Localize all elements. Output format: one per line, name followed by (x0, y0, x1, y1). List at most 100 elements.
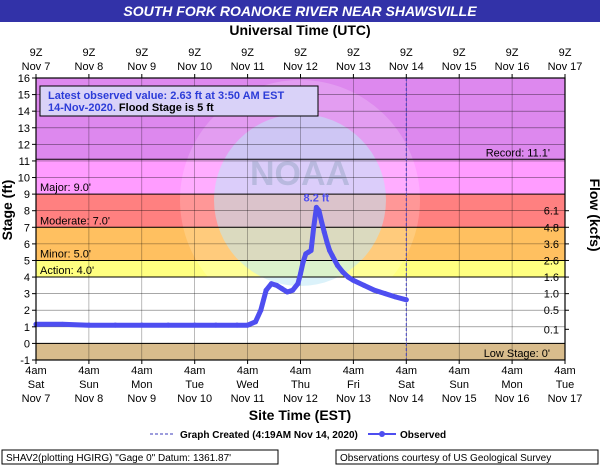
x2-tick-label: 9Z (347, 47, 360, 59)
axes: -10123456789101112131415160.10.51.01.62.… (18, 47, 583, 405)
x2-tick-label: Nov 12 (283, 61, 318, 73)
observed-point (86, 322, 92, 328)
x2-tick-label: Nov 14 (389, 61, 424, 73)
x-tick-label: Sun (79, 379, 99, 391)
y-tick-label: 2 (24, 305, 30, 317)
x-tick-label: 4am (396, 365, 417, 377)
bottom-axis-title: Site Time (EST) (249, 407, 351, 423)
observed-point (372, 287, 378, 293)
x-tick-label: 4am (25, 365, 46, 377)
x2-tick-label: 9Z (294, 47, 307, 59)
observed-point (139, 322, 145, 328)
y2-tick-label: 2.6 (544, 255, 559, 267)
y-tick-label: 14 (18, 106, 30, 118)
observed-series: 8.2 ft (33, 192, 409, 328)
y-tick-label: 11 (19, 156, 30, 168)
x-tick-label: Nov 16 (495, 393, 530, 405)
x2-tick-label: Nov 7 (22, 61, 51, 73)
observed-point (59, 321, 65, 327)
observed-point (284, 289, 290, 295)
observed-point (403, 297, 409, 303)
band-label-action: Action: 4.0' (40, 265, 94, 277)
observed-point (112, 322, 118, 328)
x2-tick-label: 9Z (241, 47, 254, 59)
y2-tick-label: 0.1 (544, 324, 559, 336)
y-tick-label: 16 (18, 73, 30, 85)
legend: Graph Created (4:19AM Nov 14, 2020) Obse… (150, 430, 446, 441)
x2-tick-label: Nov 11 (231, 61, 265, 73)
title-bar (0, 0, 600, 22)
observed-point (321, 229, 327, 235)
x-tick-label: Nov 15 (442, 393, 477, 405)
band-label-low: Low Stage: 0' (484, 348, 550, 360)
band-labels: Record: 11.1' Major: 9.0' Moderate: 7.0' Mi… (40, 147, 550, 360)
x-tick-label: Nov 14 (389, 393, 424, 405)
observed-point (324, 239, 330, 245)
y-tick-label: 0 (24, 338, 30, 350)
observed-point (308, 248, 314, 254)
observed-point (340, 269, 346, 275)
observed-point (295, 281, 301, 287)
y-tick-label: -1 (20, 355, 30, 367)
x2-tick-label: 9Z (82, 47, 95, 59)
peak-label: 8.2 ft (304, 192, 330, 204)
latest-value-box: Latest observed value: 2.63 ft at 3:50 A… (39, 85, 319, 117)
x-tick-label: Tue (556, 379, 575, 391)
x2-tick-label: 9Z (506, 47, 519, 59)
x2-tick-label: Nov 13 (336, 61, 371, 73)
observed-point (165, 322, 171, 328)
svg-text:14-Nov-2020. Flood Stage is 5: 14-Nov-2020. Flood Stage is 5 ft (48, 102, 214, 114)
y2-axis-title: Flow (kcfs) (587, 178, 600, 251)
x2-tick-label: Nov 15 (442, 61, 477, 73)
footer-right-box (335, 449, 599, 465)
x-tick-label: Wed (236, 379, 258, 391)
band-label-minor: Minor: 5.0' (40, 248, 91, 260)
observed-point (361, 282, 367, 288)
x2-tick-label: 9Z (135, 47, 148, 59)
footer-credit: Observations courtesy of US Geological S… (340, 453, 551, 464)
observed-point (298, 271, 303, 277)
observed-point (382, 291, 388, 297)
observed-point (213, 322, 219, 328)
x-tick-label: Tue (185, 379, 204, 391)
y-tick-label: 12 (18, 139, 30, 151)
y-tick-label: 8 (24, 206, 30, 218)
x-tick-label: Nov 13 (336, 393, 371, 405)
x-tick-label: 4am (290, 365, 311, 377)
x-tick-label: 4am (184, 365, 205, 377)
y-tick-label: 1 (24, 322, 30, 334)
y-tick-label: 4 (24, 272, 30, 284)
latest-value-date: 14-Nov-2020. (48, 102, 116, 114)
x2-tick-label: Nov 10 (177, 61, 212, 73)
x-tick-label: Sat (28, 379, 45, 391)
observed-point (350, 277, 356, 283)
latest-value-line1: Latest observed value: 2.63 ft at 3:50 A… (48, 90, 284, 102)
band-label-record: Record: 11.1' (486, 147, 550, 159)
svg-text:NOAA: NOAA (250, 155, 350, 193)
observed-point (258, 307, 264, 313)
x-tick-label: Sun (449, 379, 469, 391)
observed-point (319, 219, 325, 225)
y2-tick-label: 1.6 (544, 272, 559, 284)
y2-tick-label: 4.8 (544, 222, 559, 234)
x-tick-label: 4am (501, 365, 522, 377)
x-tick-label: Thu (291, 379, 310, 391)
x2-tick-label: 9Z (30, 47, 43, 59)
x-tick-label: 4am (343, 365, 364, 377)
y-tick-label: 9 (24, 189, 30, 201)
legend-observed: Observed (400, 430, 446, 441)
footer-datum: SHAV2(plotting HGIRG) "Gage 0" Datum: 13… (6, 453, 231, 464)
x-tick-label: 4am (78, 365, 99, 377)
y-tick-label: 10 (18, 173, 30, 185)
x-tick-label: Nov 12 (283, 393, 318, 405)
observed-point (268, 281, 274, 287)
x-tick-label: Nov 11 (231, 393, 265, 405)
observed-point (290, 287, 296, 293)
observed-point (245, 322, 251, 328)
x2-tick-label: Nov 17 (548, 61, 583, 73)
y2-tick-label: 0.5 (544, 305, 559, 317)
y-axis-title: Stage (ft) (0, 180, 15, 241)
observed-point (234, 322, 240, 328)
y-tick-label: 13 (18, 123, 30, 135)
